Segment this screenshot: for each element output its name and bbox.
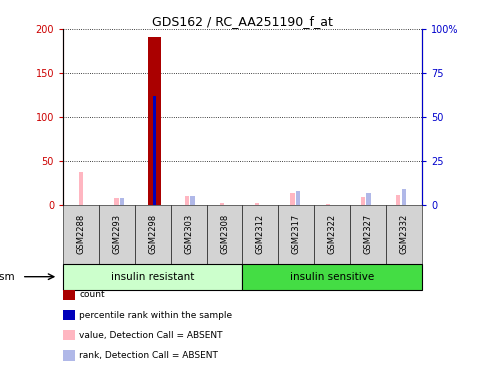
Bar — [79, 172, 83, 205]
Text: GSM2332: GSM2332 — [399, 214, 408, 254]
Text: GSM2303: GSM2303 — [184, 214, 193, 254]
Bar — [255, 203, 259, 205]
Text: insulin sensitive: insulin sensitive — [289, 272, 374, 282]
Text: GSM2288: GSM2288 — [76, 214, 85, 254]
Text: GSM2308: GSM2308 — [220, 214, 228, 254]
Bar — [148, 37, 160, 205]
Bar — [395, 195, 399, 205]
Bar — [184, 196, 189, 205]
Bar — [401, 189, 405, 205]
Bar — [220, 203, 224, 205]
Text: GSM2317: GSM2317 — [291, 214, 300, 254]
Text: count: count — [79, 291, 105, 299]
Text: value, Detection Call = ABSENT: value, Detection Call = ABSENT — [79, 331, 222, 340]
Text: metabolism: metabolism — [0, 272, 15, 282]
Bar — [114, 198, 119, 205]
Text: GSM2298: GSM2298 — [148, 214, 157, 254]
Text: GSM2293: GSM2293 — [112, 214, 121, 254]
Text: rank, Detection Call = ABSENT: rank, Detection Call = ABSENT — [79, 351, 217, 360]
Bar — [325, 204, 329, 205]
Text: GSM2312: GSM2312 — [256, 214, 264, 254]
Text: percentile rank within the sample: percentile rank within the sample — [79, 311, 232, 320]
Text: GSM2327: GSM2327 — [363, 214, 372, 254]
Bar — [120, 198, 124, 205]
Text: insulin resistant: insulin resistant — [111, 272, 194, 282]
Bar — [152, 96, 156, 205]
Bar — [365, 193, 370, 205]
Title: GDS162 / RC_AA251190_f_at: GDS162 / RC_AA251190_f_at — [152, 15, 332, 28]
Bar — [360, 197, 364, 205]
Bar — [295, 191, 300, 205]
Text: GSM2322: GSM2322 — [327, 214, 336, 254]
Bar — [290, 193, 294, 205]
Bar — [190, 196, 194, 205]
